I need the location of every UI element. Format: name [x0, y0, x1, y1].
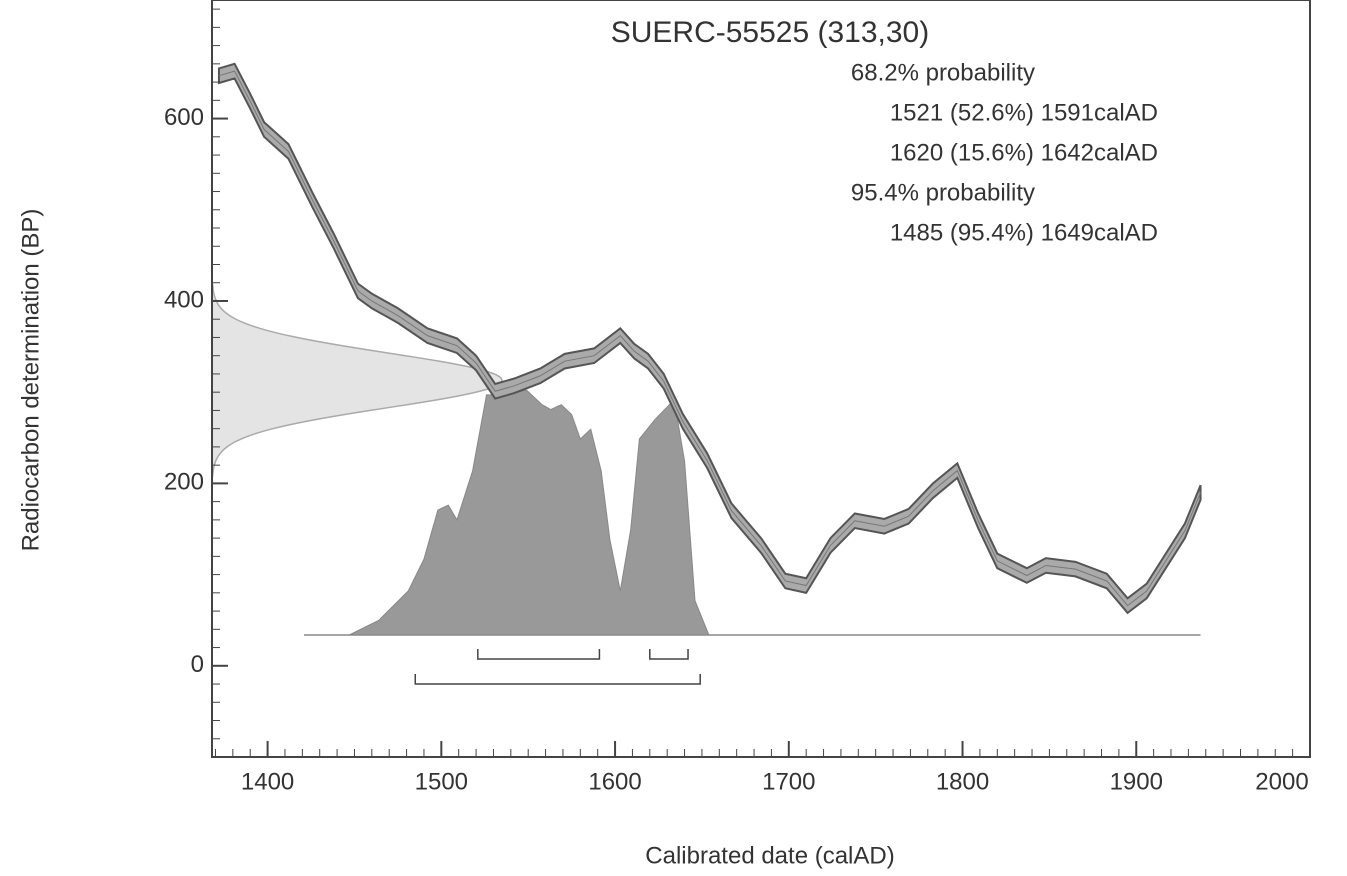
probability-distribution	[349, 389, 710, 636]
x-tick-label: 1700	[762, 768, 815, 795]
x-tick-label: 1800	[936, 768, 989, 795]
measurement-distribution	[211, 283, 503, 477]
range-label: 1620 (15.6%) 1642calAD	[890, 139, 1158, 166]
probability-heading: 68.2% probability	[851, 59, 1035, 86]
x-tick-label: 1500	[415, 768, 468, 795]
chart-title: SUERC-55525 (313,30)	[611, 16, 930, 49]
calibration-curve	[218, 70, 1202, 607]
y-tick-label: 200	[164, 469, 204, 496]
y-axis-label: Radiocarbon determination (BP)	[17, 209, 44, 552]
range-label: 1485 (95.4%) 1649calAD	[890, 219, 1158, 246]
probability-heading: 95.4% probability	[851, 179, 1035, 206]
x-tick-label: 1900	[1110, 768, 1163, 795]
x-tick-label: 1400	[241, 768, 294, 795]
x-axis-label: Calibrated date (calAD)	[645, 842, 894, 869]
range-bracket	[414, 674, 701, 685]
range-bracket	[477, 649, 601, 660]
x-tick-label: 1600	[588, 768, 641, 795]
y-tick-label: 0	[191, 651, 204, 678]
y-tick-label: 600	[164, 104, 204, 131]
range-label: 1521 (52.6%) 1591calAD	[890, 99, 1158, 126]
x-tick-label: 2000	[1255, 768, 1308, 795]
calibration-band	[217, 62, 1202, 615]
y-tick-label: 400	[164, 286, 204, 313]
plot-frame	[211, 0, 1311, 758]
range-bracket	[649, 649, 689, 660]
